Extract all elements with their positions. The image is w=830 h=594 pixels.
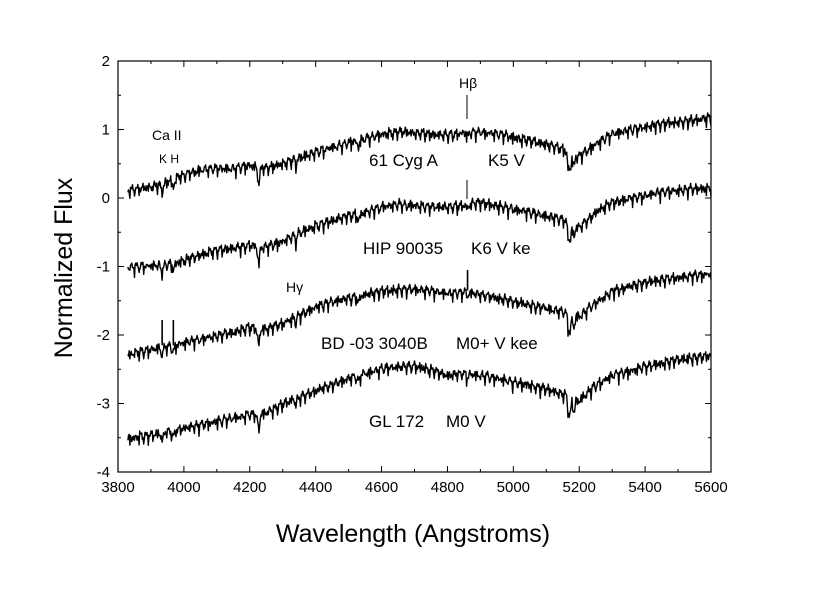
x-tick-label: 5600 bbox=[694, 479, 727, 496]
annotation-h-beta: Hβ bbox=[459, 75, 477, 91]
y-axis-title: Normalized Flux bbox=[50, 177, 78, 358]
y-tick-label: 2 bbox=[102, 53, 110, 70]
x-tick-label: 4000 bbox=[167, 479, 200, 496]
series-label-type: M0 V bbox=[446, 412, 486, 431]
y-tick-label: 1 bbox=[102, 122, 110, 139]
x-tick-label: 5000 bbox=[497, 479, 530, 496]
x-tick-label: 4400 bbox=[299, 479, 332, 496]
series-label-name: HIP 90035 bbox=[363, 239, 443, 258]
series-label-name: GL 172 bbox=[369, 412, 424, 431]
y-tick-label: -4 bbox=[97, 464, 110, 481]
series-label-type: M0+ V kee bbox=[456, 334, 538, 353]
x-tick-label: 4600 bbox=[365, 479, 398, 496]
y-tick-label: 0 bbox=[102, 190, 110, 207]
spectrum-line bbox=[127, 112, 712, 199]
y-tick-label: -3 bbox=[97, 396, 110, 413]
spectrum-line bbox=[127, 182, 712, 281]
x-tick-label: 3800 bbox=[101, 479, 134, 496]
y-tick-label: -1 bbox=[97, 259, 110, 276]
series-label-name: 61 Cyg A bbox=[369, 151, 439, 170]
plot-frame bbox=[117, 60, 712, 473]
x-tick-label: 5200 bbox=[563, 479, 596, 496]
spectrum-line bbox=[127, 269, 712, 362]
x-axis-title: Wavelength (Angstroms) bbox=[276, 520, 550, 548]
x-tick-label: 4800 bbox=[431, 479, 464, 496]
plot-border bbox=[117, 60, 712, 473]
annotation-ca-ii: Ca II bbox=[152, 127, 182, 143]
spectra-series bbox=[127, 112, 712, 446]
x-axis: 3800 4000 4200 4400 4600 4800 5000 5200 5400 5600 bbox=[101, 61, 728, 496]
x-tick-label: 5400 bbox=[628, 479, 661, 496]
x-tick-label: 4200 bbox=[233, 479, 266, 496]
annotation-k-h: K H bbox=[159, 152, 179, 166]
y-axis: 2 1 0 -1 -2 -3 -4 bbox=[97, 53, 711, 481]
series-label-type: K6 V ke bbox=[471, 239, 531, 258]
spectrum-line bbox=[127, 351, 712, 446]
series-label-name: BD -03 3040B bbox=[321, 334, 428, 353]
series-label-type: K5 V bbox=[488, 151, 526, 170]
y-tick-label: -2 bbox=[97, 327, 110, 344]
annotation-h-gamma: Hγ bbox=[286, 279, 303, 295]
